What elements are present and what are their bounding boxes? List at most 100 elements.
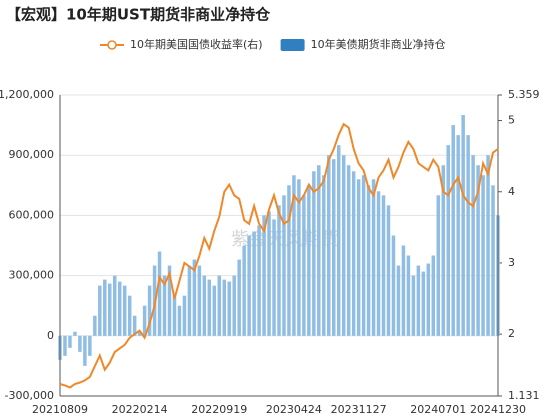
bar	[93, 315, 97, 336]
y-tick-label: 1,200,000	[0, 88, 54, 101]
bar	[302, 195, 306, 336]
bar	[451, 125, 455, 336]
bar	[461, 115, 465, 336]
bar	[341, 155, 346, 336]
bar	[137, 331, 142, 336]
bar	[366, 185, 371, 336]
y-tick-label: 300,000	[9, 269, 55, 282]
bar	[431, 255, 436, 336]
legend-label: 10年期美国国债收益率(右)	[130, 37, 263, 51]
bar	[247, 235, 251, 336]
bar	[147, 285, 152, 336]
bar	[456, 135, 460, 336]
bar	[267, 211, 271, 336]
bar	[411, 275, 416, 336]
bar	[446, 145, 450, 336]
bar	[287, 185, 291, 336]
x-tick-label: 20220214	[112, 403, 168, 416]
bar	[376, 191, 381, 336]
bar	[346, 165, 351, 336]
x-tick-label: 20210809	[32, 403, 88, 416]
x-tick-label: 20230424	[266, 403, 322, 416]
y2-tick-label: 2	[508, 327, 515, 340]
bar	[167, 265, 172, 336]
chart-title: 【宏观】10年期UST期货非商业净持仓	[6, 6, 271, 24]
x-tick-label: 20231127	[331, 403, 387, 416]
y2-tick-label: 1.131	[508, 389, 540, 402]
bar	[187, 265, 192, 336]
bar	[227, 281, 231, 336]
bar	[297, 179, 301, 336]
bar	[157, 251, 162, 336]
bar	[476, 165, 480, 336]
bar	[292, 175, 296, 336]
bar	[336, 145, 341, 336]
bar	[322, 175, 326, 336]
bar	[426, 263, 431, 336]
y2-tick-label: 5.359	[508, 88, 540, 101]
bar	[222, 279, 226, 336]
bar	[88, 335, 92, 356]
bar	[162, 275, 167, 336]
y-tick-label: -300,000	[5, 389, 54, 402]
bar	[103, 279, 107, 336]
bar	[307, 185, 311, 336]
bar	[401, 245, 406, 336]
bar	[197, 265, 202, 336]
bar	[481, 175, 485, 336]
bar	[98, 285, 102, 336]
x-tick-label: 20220919	[191, 403, 247, 416]
y2-tick-label: 3	[508, 256, 515, 269]
bar	[277, 205, 281, 336]
bar	[182, 295, 187, 336]
legend-marker	[107, 40, 117, 50]
bar	[466, 135, 470, 336]
x-tick-label: 20240701	[410, 403, 466, 416]
bar	[486, 155, 490, 336]
line	[59, 122, 499, 389]
bar	[252, 231, 256, 336]
bar	[441, 165, 445, 336]
bar	[471, 155, 475, 336]
bar	[73, 331, 77, 336]
bar	[396, 265, 401, 336]
bar	[416, 265, 421, 336]
bar	[317, 165, 321, 336]
bar	[421, 271, 426, 336]
bar	[192, 259, 197, 336]
bar	[237, 259, 241, 336]
x-tick-label: 20241230	[470, 403, 526, 416]
bar	[282, 195, 286, 336]
y2-tick-label: 4	[508, 185, 515, 198]
bar	[142, 305, 147, 336]
bar	[491, 185, 495, 336]
bar	[391, 235, 396, 336]
bar	[212, 285, 217, 336]
bar	[356, 179, 361, 336]
bar	[436, 195, 441, 336]
bar	[262, 215, 266, 336]
bar	[351, 171, 356, 336]
bar	[83, 335, 87, 366]
bar	[386, 205, 391, 336]
y-tick-label: 600,000	[9, 208, 55, 221]
y2-tick-label: 5	[508, 114, 515, 127]
bar	[406, 255, 411, 336]
bar	[312, 171, 316, 336]
bar	[68, 335, 72, 348]
bar	[202, 275, 207, 336]
bar	[63, 335, 67, 356]
bar	[172, 295, 177, 336]
bar	[272, 219, 276, 336]
bar	[122, 285, 127, 336]
bar	[217, 275, 222, 336]
bar	[381, 195, 386, 336]
legend-label: 10年美债期货非商业净持仓	[311, 37, 446, 51]
bar	[117, 281, 122, 336]
bar	[78, 335, 82, 352]
y-tick-label: 0	[47, 329, 54, 342]
bar	[127, 295, 132, 336]
bar	[371, 179, 376, 336]
bar	[332, 159, 336, 336]
